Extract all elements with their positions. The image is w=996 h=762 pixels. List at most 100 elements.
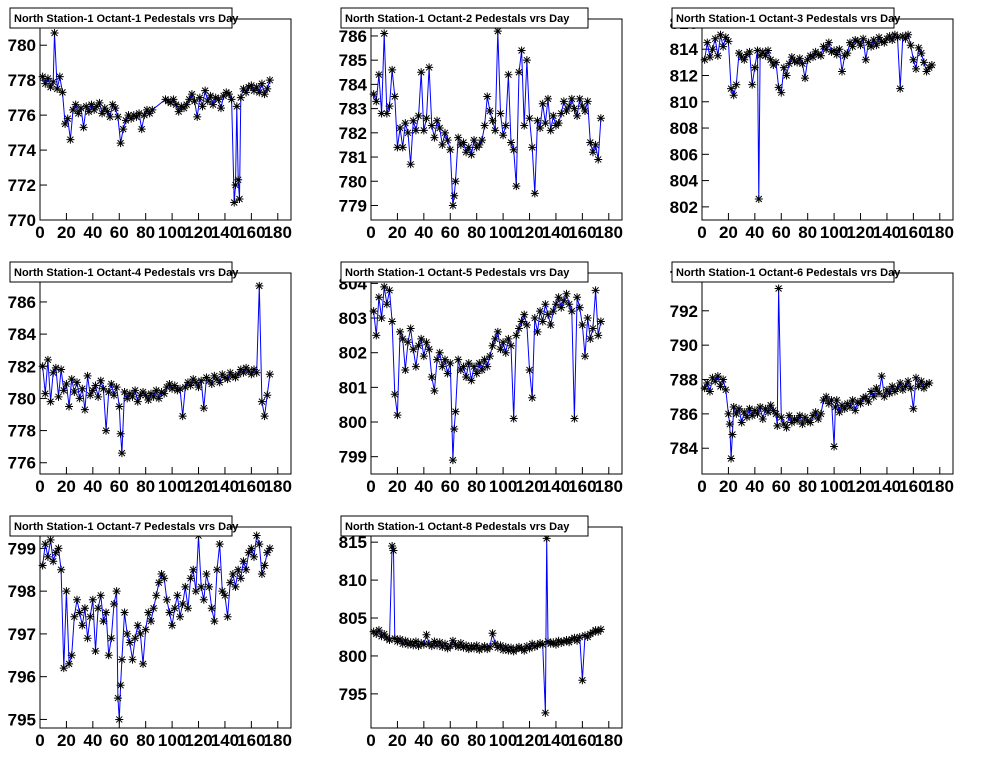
data-point-marker [222, 88, 231, 97]
data-point-marker [824, 38, 833, 47]
data-point-marker [588, 324, 597, 333]
data-point-marker [851, 36, 860, 45]
y-tick-label: 786 [8, 293, 36, 312]
data-point-marker [234, 370, 243, 379]
x-tick-label: 120 [515, 477, 543, 496]
data-point-marker [808, 53, 817, 62]
x-tick-label: 40 [83, 731, 102, 750]
data-point-marker [896, 84, 905, 93]
data-point-marker [477, 136, 486, 145]
data-point-marker [422, 338, 431, 347]
x-tick-label: 100 [489, 731, 517, 750]
data-point-marker [211, 93, 220, 102]
data-point-marker [59, 664, 68, 673]
data-point-marker [544, 94, 553, 103]
data-point-marker [814, 415, 823, 424]
data-point-marker [843, 399, 852, 408]
data-point-marker [549, 307, 558, 316]
data-point-marker [816, 409, 825, 418]
y-tick-label: 815 [339, 533, 367, 552]
data-point-marker [578, 102, 587, 111]
data-point-marker [583, 97, 592, 106]
data-point-marker [761, 51, 770, 60]
data-point-marker [107, 379, 116, 388]
data-point-marker [565, 300, 574, 309]
y-tick-label: 776 [8, 454, 36, 473]
data-point-marker [591, 140, 600, 149]
data-point-marker [480, 355, 489, 364]
data-point-marker [102, 608, 111, 617]
x-tick-label: 180 [926, 477, 954, 496]
chart-title-box [340, 7, 589, 29]
data-point-marker [808, 411, 817, 420]
data-point-marker [112, 383, 121, 392]
data-point-marker [109, 391, 118, 400]
data-point-marker [450, 424, 459, 433]
data-point-marker [917, 377, 926, 386]
data-point-marker [838, 67, 847, 76]
data-point-marker [591, 626, 600, 635]
data-point-marker [880, 392, 889, 401]
data-point-marker [84, 107, 93, 116]
data-point-marker [756, 51, 765, 60]
data-point-marker [779, 63, 788, 72]
data-point-marker [257, 79, 266, 88]
data-point-marker [501, 121, 510, 130]
data-point-marker [106, 112, 115, 121]
data-point-marker [557, 303, 566, 312]
data-point-marker [422, 630, 431, 639]
y-tick-label: 792 [670, 302, 698, 321]
data-point-marker [559, 296, 568, 305]
data-point-marker [835, 45, 844, 54]
data-point-marker [401, 366, 410, 375]
data-point-marker [57, 565, 66, 574]
data-point-marker [475, 359, 484, 368]
data-point-marker [145, 109, 154, 118]
data-point-marker [173, 386, 182, 395]
data-point-marker [146, 617, 155, 626]
x-tick-label: 20 [388, 731, 407, 750]
data-point-marker [70, 387, 79, 396]
data-point-marker [228, 570, 237, 579]
data-point-marker [724, 409, 733, 418]
data-point-marker [922, 380, 931, 389]
data-point-marker [255, 281, 264, 290]
y-tick-label: 810 [339, 571, 367, 590]
data-point-marker [96, 591, 105, 600]
data-point-marker [734, 404, 743, 413]
data-point-marker [507, 341, 516, 350]
y-tick-label: 782 [8, 357, 36, 376]
data-point-marker [409, 641, 418, 650]
data-point-marker [716, 30, 725, 39]
data-point-marker [90, 105, 99, 114]
data-point-marker [824, 399, 833, 408]
x-tick-label: 120 [184, 731, 212, 750]
data-point-marker [58, 88, 67, 97]
y-tick-label: 784 [8, 325, 37, 344]
data-point-marker [228, 371, 237, 380]
data-point-marker [113, 694, 122, 703]
data-point-marker [485, 107, 494, 116]
data-point-marker [232, 102, 241, 111]
data-point-marker [541, 708, 550, 717]
data-point-marker [507, 643, 516, 652]
data-point-marker [512, 331, 521, 340]
data-point-marker [389, 546, 398, 555]
data-point-marker [139, 659, 148, 668]
data-point-marker [462, 372, 471, 381]
data-point-marker [230, 198, 239, 207]
data-point-marker [877, 37, 886, 46]
plot-frame [370, 18, 623, 221]
data-point-marker [925, 378, 934, 387]
data-point-marker [215, 378, 224, 387]
x-tick-label: 0 [366, 223, 375, 242]
data-point-marker [185, 95, 194, 104]
data-point-marker [409, 116, 418, 125]
data-point-marker [856, 41, 865, 50]
x-tick-label: 160 [568, 731, 596, 750]
data-point-marker [53, 84, 62, 93]
data-point-marker [594, 331, 603, 340]
data-point-marker [450, 191, 459, 200]
data-point-marker [713, 51, 722, 60]
